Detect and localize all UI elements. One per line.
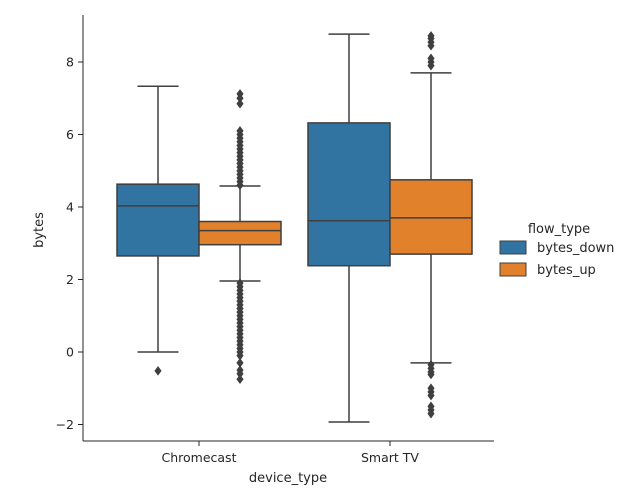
y-tick-label: 8 <box>66 55 74 70</box>
legend-swatch-bytes-down <box>499 240 527 255</box>
box-bytes-up-smart-tv <box>389 31 473 419</box>
box-rect <box>198 220 282 246</box>
y-tick-label: −2 <box>56 417 74 432</box>
legend: flow_type bytes_down bytes_up <box>499 222 614 278</box>
box-rect <box>116 183 200 257</box>
outlier-point <box>427 390 435 401</box>
outlier-point <box>427 53 435 64</box>
y-axis-label: bytes <box>32 212 47 248</box>
y-tick-label: 2 <box>66 272 74 287</box>
y-tick-label: 6 <box>66 127 74 142</box>
legend-title: flow_type <box>528 222 590 237</box>
x-tick-label: Chromecast <box>162 450 237 465</box>
y-tick-label: 0 <box>66 345 74 360</box>
x-tick-label: Smart TV <box>361 450 419 465</box>
outlier-point <box>236 98 244 109</box>
outlier-point <box>427 369 435 380</box>
legend-swatch-bytes-up <box>499 262 527 277</box>
outlier-point <box>427 31 435 41</box>
box-rect <box>307 122 391 267</box>
x-axis-label: device_type <box>249 471 327 486</box>
outlier-point <box>154 366 162 376</box>
box-bytes-down-chromecast <box>116 85 200 376</box>
outlier-point <box>236 374 244 385</box>
box-rect <box>389 179 473 255</box>
outlier-point <box>236 126 244 136</box>
outlier-point <box>427 408 435 419</box>
legend-entry-bytes-up: bytes_up <box>537 263 596 278</box>
legend-entry-bytes-down: bytes_down <box>537 241 614 256</box>
box-bytes-down-smart-tv <box>307 33 391 423</box>
y-tick-label: 4 <box>66 200 74 215</box>
box-bytes-up-chromecast <box>198 89 282 385</box>
outlier-point <box>236 89 244 99</box>
